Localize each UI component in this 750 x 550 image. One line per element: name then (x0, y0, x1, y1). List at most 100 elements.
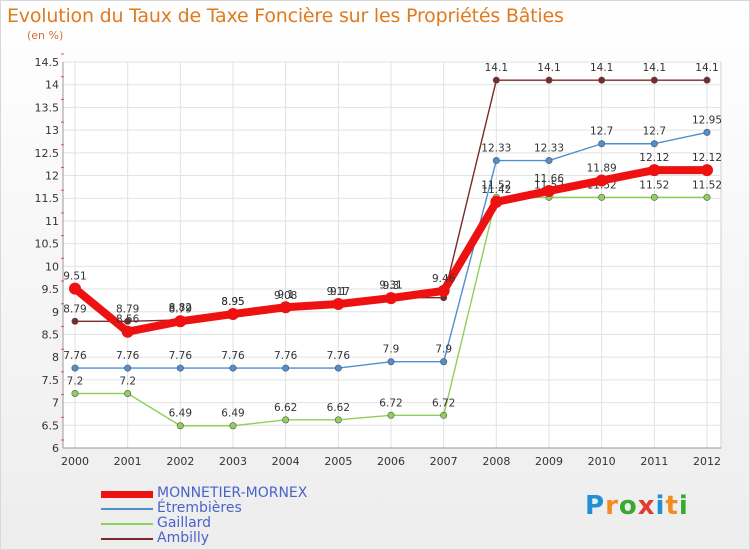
data-label-etrembieres: 7.9 (383, 344, 400, 356)
data-label-gaillard: 6.62 (274, 402, 297, 414)
legend-item-etrembieres[interactable]: Étrembières (101, 500, 401, 517)
data-label-etrembieres: 7.76 (63, 350, 87, 362)
data-point-gaillard (440, 411, 448, 419)
data-point-monnetier-mornex (648, 164, 661, 177)
y-tick-label: 14 (45, 79, 59, 92)
data-label-ambilly: 8.82 (169, 302, 192, 314)
x-tick-label: 2001 (114, 455, 142, 468)
data-point-gaillard (334, 416, 342, 424)
data-label-monnetier-mornex: 8.79 (169, 303, 192, 315)
data-label-etrembieres: 7.76 (274, 350, 298, 362)
data-label-monnetier-mornex: 11.66 (534, 173, 564, 185)
legend-item-gaillard[interactable]: Gaillard (101, 515, 401, 532)
y-tick-label: 9.5 (42, 283, 60, 296)
x-tick-label: 2002 (166, 455, 194, 468)
data-point-etrembieres (334, 364, 342, 372)
data-label-monnetier-mornex: 8.56 (116, 314, 140, 326)
brand-letter: o (618, 491, 638, 521)
data-label-ambilly: 8.79 (116, 303, 139, 315)
plot-area (62, 61, 722, 449)
data-label-monnetier-mornex: 11.89 (587, 163, 617, 175)
data-point-etrembieres (650, 140, 658, 148)
data-point-etrembieres (229, 364, 237, 372)
data-label-gaillard: 11.52 (481, 179, 511, 191)
legend-item-monnetier-mornex[interactable]: MONNETIER-MORNEX (101, 485, 401, 502)
data-point-monnetier-mornex (490, 195, 503, 208)
data-label-etrembieres: 7.76 (116, 350, 140, 362)
data-label-etrembieres: 7.76 (327, 350, 351, 362)
data-point-etrembieres (703, 128, 711, 136)
brand-letter: i (655, 491, 666, 521)
y-tick-label: 6 (52, 442, 59, 455)
data-label-monnetier-mornex: 9.46 (432, 273, 456, 285)
data-point-ambilly (71, 317, 79, 325)
y-tick-label: 6.5 (42, 419, 60, 432)
data-label-ambilly: 8.79 (63, 303, 86, 315)
data-point-gaillard (176, 422, 184, 430)
x-tick-label: 2007 (430, 455, 458, 468)
data-label-monnetier-mornex: 9.1 (277, 289, 294, 301)
data-label-ambilly: 14.1 (590, 62, 613, 74)
legend: MONNETIER-MORNEX Étrembières Gaillard Am… (101, 485, 401, 547)
data-point-ambilly (650, 76, 658, 84)
data-point-gaillard (703, 193, 711, 201)
x-tick-label: 2004 (272, 455, 300, 468)
data-point-ambilly (703, 76, 711, 84)
data-label-monnetier-mornex: 12.12 (639, 152, 669, 164)
legend-swatch-gaillard (101, 523, 153, 525)
data-label-etrembieres: 12.33 (534, 143, 564, 155)
data-point-ambilly (124, 317, 132, 325)
data-label-etrembieres: 12.33 (481, 143, 511, 155)
data-point-etrembieres (176, 364, 184, 372)
data-label-gaillard: 6.72 (432, 397, 455, 409)
data-point-gaillard (282, 416, 290, 424)
data-point-etrembieres (71, 364, 79, 372)
brand-letter: x (637, 491, 656, 521)
x-tick-label: 2010 (588, 455, 616, 468)
data-label-ambilly: 8.95 (221, 296, 244, 308)
data-label-etrembieres: 7.76 (221, 350, 245, 362)
data-label-ambilly: 14.1 (695, 62, 718, 74)
data-point-monnetier-mornex (385, 292, 397, 305)
data-point-gaillard (598, 193, 606, 201)
legend-label: Gaillard (157, 515, 212, 531)
y-tick-label: 13 (45, 124, 59, 137)
x-tick-label: 2011 (640, 455, 668, 468)
data-point-monnetier-mornex (174, 315, 187, 328)
data-label-etrembieres: 7.9 (435, 344, 452, 356)
data-point-etrembieres (387, 358, 395, 366)
data-point-ambilly (492, 76, 500, 84)
legend-swatch-monnetier-mornex (101, 491, 153, 498)
legend-label: MONNETIER-MORNEX (157, 485, 308, 501)
brand-logo: Proxiti (585, 491, 689, 521)
y-tick-label: 7 (52, 397, 59, 410)
legend-label: Ambilly (157, 530, 210, 546)
data-label-monnetier-mornex: 8.95 (221, 296, 244, 308)
y-tick-label: 9 (52, 306, 59, 319)
data-label-gaillard: 11.52 (692, 179, 722, 191)
y-tick-label: 11 (45, 215, 59, 228)
y-tick-label: 7.5 (42, 374, 60, 387)
legend-item-ambilly[interactable]: Ambilly (101, 530, 401, 547)
data-point-monnetier-mornex (332, 298, 345, 311)
data-point-etrembieres (598, 140, 606, 148)
x-tick-label: 2005 (324, 455, 352, 468)
data-point-monnetier-mornex (121, 325, 134, 338)
brand-letter: t (665, 491, 679, 521)
data-label-etrembieres: 7.76 (169, 350, 193, 362)
y-tick-label: 10.5 (35, 238, 60, 251)
data-point-ambilly (598, 76, 606, 84)
data-point-monnetier-mornex (279, 301, 292, 314)
data-label-gaillard: 6.72 (379, 397, 402, 409)
data-point-gaillard (71, 390, 79, 398)
y-tick-label: 13.5 (35, 101, 60, 114)
x-tick-label: 2006 (377, 455, 405, 468)
data-label-ambilly: 14.1 (537, 62, 560, 74)
data-point-ambilly (545, 76, 553, 84)
data-point-monnetier-mornex (543, 184, 555, 197)
data-label-monnetier-mornex: 9.1 (330, 286, 347, 298)
x-tick-label: 2000 (61, 455, 89, 468)
x-tick-label: 2012 (693, 455, 721, 468)
brand-letter: P (585, 491, 606, 521)
